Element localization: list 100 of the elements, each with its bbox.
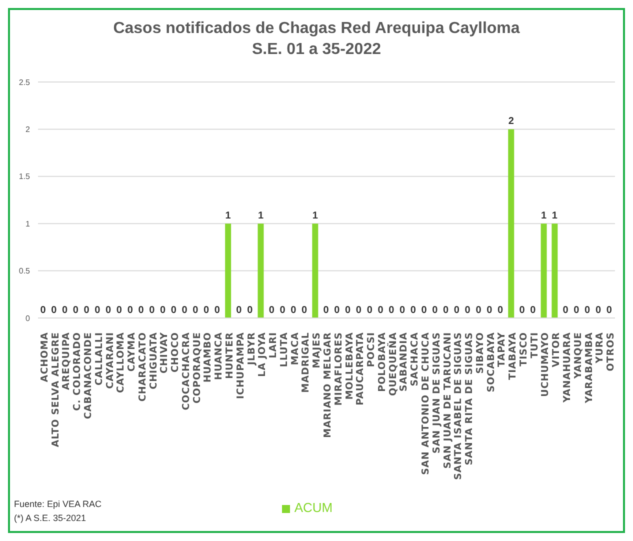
data-label: 0 <box>497 304 504 316</box>
x-tick-label: COCACHACRA <box>180 332 192 410</box>
y-tick-label: 0.5 <box>18 266 31 276</box>
y-tick-label: 2 <box>26 125 31 134</box>
x-tick-label: OTROS <box>606 332 617 372</box>
x-tick-label: JLBYR <box>246 332 258 366</box>
x-tick-label: ALTO SELVA ALEGRE <box>50 332 62 448</box>
x-tick-label: CHIGUATA <box>148 332 160 390</box>
x-tick-label: TISCO <box>518 332 530 366</box>
data-label: 0 <box>138 304 144 316</box>
data-label: 0 <box>432 304 438 316</box>
x-tick-label: TUTI <box>529 332 540 358</box>
data-label: 0 <box>584 304 591 316</box>
data-label: 0 <box>323 304 330 316</box>
data-label: 0 <box>170 304 177 316</box>
x-tick-label: SACHACA <box>410 332 421 386</box>
data-label: 0 <box>464 304 471 316</box>
data-label: 0 <box>399 304 406 316</box>
data-label: 0 <box>443 304 450 316</box>
data-label: 1 <box>541 210 548 222</box>
data-label: 0 <box>476 304 482 316</box>
x-tick-label: TIABAYA <box>508 332 519 380</box>
data-label: 0 <box>345 304 352 316</box>
data-label: 0 <box>356 304 362 316</box>
x-tick-label: MAJES <box>312 332 323 368</box>
data-label: 1 <box>552 210 558 222</box>
data-label: 0 <box>62 304 68 316</box>
x-tick-label: MADRIGAL <box>300 332 312 393</box>
x-tick-label: POCSI <box>366 332 378 368</box>
data-label: 0 <box>72 304 79 316</box>
x-tick-label: UCHUMAYO <box>540 332 552 397</box>
x-tick-label: SANTA RITA DE SIGUAS <box>464 332 476 466</box>
x-tick-label: TAPAY <box>496 332 508 368</box>
x-tick-label: CAYARANI <box>104 332 116 389</box>
data-label: 0 <box>40 304 46 316</box>
data-label: 0 <box>366 304 373 316</box>
x-tick-label: SAN JUAN DE SIGUAS <box>431 332 442 454</box>
x-tick-label: YARABAMBA <box>584 332 595 404</box>
x-tick-label: ICHUPAMPA <box>235 332 246 400</box>
data-label: 0 <box>94 304 101 316</box>
x-tick-label: MACA <box>290 332 301 366</box>
legend-label: ACUM <box>294 500 333 515</box>
data-label: 0 <box>530 304 536 316</box>
x-tick-label: SAN JUAN DE TARUCANI <box>442 332 454 469</box>
data-label: 0 <box>214 304 220 316</box>
data-label: 0 <box>595 304 602 316</box>
x-tick-label: VITOR <box>551 332 562 368</box>
y-tick-label: 1.5 <box>18 172 31 182</box>
x-tick-label: POLOBAYA <box>376 332 388 392</box>
data-label: 0 <box>519 304 526 316</box>
x-tick-label: HUNTER <box>224 332 236 379</box>
x-tick-label: QUEQUEÑA <box>386 332 399 396</box>
x-tick-label: MARIANO MELGAR <box>322 332 334 438</box>
data-label: 0 <box>192 304 199 316</box>
x-tick-label: SAN ANTONIO DE CHUCA <box>420 332 432 475</box>
data-label: 0 <box>51 304 58 316</box>
x-tick-label: COPORAQUE <box>192 332 203 404</box>
data-label: 0 <box>421 304 428 316</box>
y-tick-label: 1 <box>26 219 31 228</box>
data-label: 0 <box>182 304 188 316</box>
data-label: 0 <box>280 304 286 316</box>
text: (*) A S.E. 35-2021 <box>14 512 88 525</box>
x-tick-label: SIBAYO <box>474 332 486 374</box>
x-tick-label: YANAHUARA <box>562 332 574 404</box>
chart-title: Casos notificados de Chagas Red Arequipa Caylloma <box>112 19 521 39</box>
data-label: 0 <box>290 304 297 316</box>
x-tick-label: CAYLLOMA <box>116 332 127 393</box>
data-label: 0 <box>302 304 308 316</box>
data-label: 0 <box>454 304 460 316</box>
x-tick-label: HUANCA <box>214 332 225 380</box>
data-label: 1 <box>225 210 232 222</box>
x-tick-label: SANTA ISABEL DE SIGUAS <box>453 332 464 480</box>
data-label: 0 <box>486 304 493 316</box>
source-note: Fuente: Epi VEA RAC <box>14 498 102 511</box>
data-label: 0 <box>268 304 275 316</box>
data-label: 1 <box>258 210 264 222</box>
data-label: 0 <box>160 304 166 316</box>
x-tick-label: YANQUE <box>572 332 584 380</box>
x-tick-label: MIRAFLORES <box>333 332 344 406</box>
data-label: 0 <box>247 304 254 316</box>
y-tick-label: 0 <box>26 314 31 323</box>
data-label: 1 <box>312 210 318 222</box>
x-tick-label: HUAMBO <box>202 332 214 382</box>
data-label: 0 <box>562 304 569 316</box>
data-label: 0 <box>149 304 156 316</box>
data-label: 2 <box>508 116 514 128</box>
x-tick-label: LA JOYA <box>257 332 268 377</box>
x-tick-label: YURA <box>594 332 606 364</box>
x-tick-label: CHIVAY <box>159 332 170 374</box>
x-tick-label: SOCABAYA <box>486 332 497 392</box>
data-label: 0 <box>334 304 340 316</box>
x-tick-label: SABANDIA <box>398 332 410 392</box>
x-tick-label: CHOCO <box>170 332 182 373</box>
x-tick-label: LLUTA <box>278 332 290 368</box>
data-label: 0 <box>106 304 112 316</box>
x-tick-label: C. COLORADO <box>72 332 84 411</box>
x-tick-label: LARI <box>268 332 280 358</box>
x-tick-label: ACHOMA <box>39 332 50 382</box>
x-tick-label: PAUCARPATA <box>355 332 366 406</box>
data-label: 0 <box>116 304 122 316</box>
